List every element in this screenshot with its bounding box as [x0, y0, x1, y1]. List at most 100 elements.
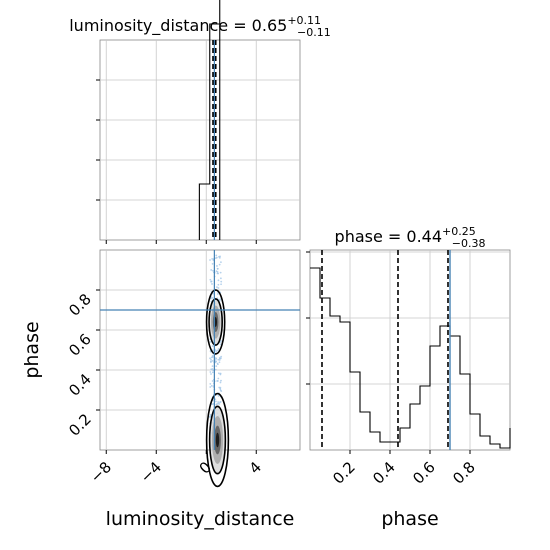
joint-sample-point	[211, 365, 214, 368]
joint-sample-point	[212, 369, 215, 372]
joint-sample-point	[216, 272, 219, 275]
joint-sample-point	[219, 381, 222, 384]
joint-sample-point	[210, 359, 212, 361]
joint-sample-point	[217, 358, 220, 361]
hist-luminosity-distance-frame	[99, 39, 301, 241]
joint-sample-point	[217, 372, 220, 375]
joint-frame	[99, 249, 301, 451]
joint-sample-point	[214, 357, 217, 359]
joint-sample-point	[211, 283, 213, 285]
joint-sample-point	[219, 401, 222, 403]
joint-x-tick-label-3: 4	[246, 458, 265, 477]
joint-sample-point	[216, 286, 218, 289]
hist-luminosity-distance-title-base: luminosity_distance = 0.65	[69, 16, 287, 36]
joint-sample-point	[211, 356, 214, 358]
joint-sample-point	[218, 361, 221, 364]
hist-phase-x-tick-label-3: 0.8	[449, 458, 479, 488]
joint-sample-point	[211, 371, 214, 374]
joint-y-ticks: 0.2 0.4 0.6 0.8	[65, 289, 100, 440]
joint-sample-point	[220, 283, 222, 286]
joint-sample-point	[211, 368, 214, 370]
joint-x-axis-label: luminosity_distance	[106, 508, 295, 530]
joint-sample-point	[210, 373, 212, 375]
hist-phase-panel: 0.2 0.4 0.6 0.8 phase = 0.44+0.25 −0.38 phas…	[306, 225, 511, 530]
joint-sample-point	[211, 262, 214, 265]
joint-sample-point	[209, 341, 212, 343]
hist-luminosity-distance-grid	[100, 40, 300, 240]
joint-y-tick-label-0: 0.2	[65, 410, 95, 440]
joint-sample-point	[219, 277, 222, 280]
hist-luminosity-distance-panel: luminosity_distance = 0.65+0.11 −0.11	[69, 0, 331, 244]
joint-sample-point	[219, 255, 221, 258]
joint-density-level-1-3	[215, 432, 220, 448]
joint-y-tick-label-1: 0.4	[65, 370, 95, 400]
joint-sample-point	[215, 365, 218, 368]
hist-phase-title: phase = 0.44+0.25 −0.38	[335, 225, 486, 250]
hist-phase-x-axis-label: phase	[381, 508, 438, 530]
joint-sample-point	[210, 360, 212, 363]
joint-sample-point	[209, 278, 212, 281]
joint-sample-point	[215, 256, 218, 259]
joint-sample-point	[211, 345, 214, 347]
joint-sample-point	[219, 271, 222, 274]
joint-sample-point	[210, 384, 213, 387]
joint-y-tick-label-3: 0.8	[65, 290, 95, 320]
joint-sample-point	[218, 263, 221, 266]
hist-phase-quantile-lines	[321, 250, 449, 450]
hist-phase-x-tick-label-0: 0.2	[329, 458, 359, 488]
joint-sample-point	[209, 259, 211, 261]
joint-sample-point	[218, 359, 221, 361]
joint-sample-point	[209, 382, 212, 385]
joint-sample-point	[220, 340, 223, 342]
joint-sample-point	[210, 280, 212, 283]
joint-sample-point	[215, 349, 217, 352]
joint-sample-point	[212, 269, 214, 272]
joint-sample-point	[217, 287, 220, 289]
hist-luminosity-distance-title-sup: +0.11	[287, 14, 321, 27]
joint-sample-point	[209, 371, 212, 373]
hist-luminosity-distance-step	[198, 0, 221, 240]
joint-sample-point	[220, 355, 223, 358]
joint-sample-point	[210, 269, 213, 271]
hist-phase-title-sup: +0.25	[442, 225, 476, 238]
joint-x-tick-label-0: −8	[87, 458, 115, 486]
joint-sample-point	[217, 401, 220, 403]
joint-sample-point	[217, 380, 219, 382]
joint-x-tick-label-1: −4	[137, 458, 165, 486]
joint-sample-point	[216, 363, 219, 366]
joint-sample-point	[219, 386, 222, 389]
joint-sample-point	[218, 357, 221, 359]
joint-sample-point	[209, 415, 211, 418]
joint-sample-point	[216, 267, 219, 270]
joint-contour-1-0	[205, 392, 230, 488]
joint-sample-point	[211, 359, 214, 362]
joint-sample-point	[211, 257, 214, 260]
hist-luminosity-distance-bars	[198, 0, 221, 240]
joint-sample-point	[217, 349, 219, 352]
joint-y-tick-label-2: 0.6	[65, 330, 95, 360]
joint-sample-point	[219, 298, 222, 301]
joint-panel: −8 −4 0 4 0.20.40.60.8 luminosity_distance …	[21, 249, 301, 530]
joint-sample-point	[209, 357, 211, 360]
joint-contours	[205, 289, 230, 488]
joint-x-ticks: −8 −4 0 4	[87, 450, 265, 486]
hist-luminosity-distance-ticks	[96, 79, 257, 244]
joint-sample-point	[217, 283, 220, 286]
joint-sample-point	[214, 400, 217, 403]
joint-sample-point	[219, 343, 222, 346]
joint-sample-point	[214, 368, 217, 371]
joint-grid	[100, 250, 300, 450]
joint-sample-point	[220, 261, 222, 264]
joint-sample-point	[211, 297, 214, 299]
joint-sample-point	[215, 360, 218, 363]
joint-sample-point	[219, 373, 222, 376]
hist-luminosity-distance-title-sub: −0.11	[297, 26, 331, 39]
hist-phase-x-tick-label-1: 0.4	[369, 458, 399, 488]
joint-sample-point	[209, 413, 212, 416]
joint-sample-point	[220, 379, 222, 382]
joint-y-axis-label: phase	[21, 321, 43, 378]
joint-sample-point	[216, 265, 218, 267]
joint-sample-point	[215, 254, 218, 257]
joint-sample-point	[211, 380, 214, 382]
